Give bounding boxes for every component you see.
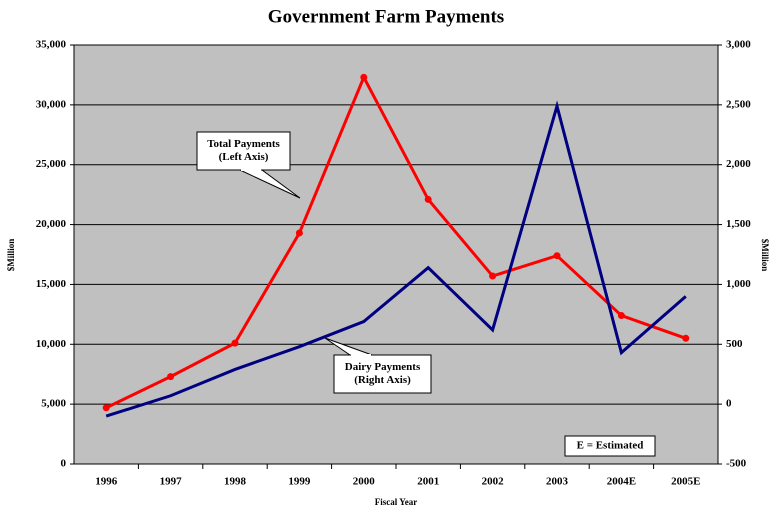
x-tick-label: 2000 xyxy=(353,476,376,488)
point xyxy=(167,373,175,381)
x-tick-label: 1998 xyxy=(224,476,247,488)
point xyxy=(295,229,303,237)
annotation: Total Payments xyxy=(207,138,280,150)
y-tick-label: 10,000 xyxy=(36,338,67,350)
y2-tick-label: 2,000 xyxy=(726,158,751,170)
y-tick-label: 20,000 xyxy=(36,218,67,230)
annotation-box xyxy=(196,131,291,171)
y-axis-label: $Million xyxy=(6,239,16,272)
y2-axis-label: $Million xyxy=(760,239,770,272)
point xyxy=(682,334,690,342)
y2-tick-label: 2,500 xyxy=(726,98,751,110)
y-tick-label: 25,000 xyxy=(36,158,67,170)
y-tick-label: 35,000 xyxy=(36,39,67,51)
y2-tick-label: -500 xyxy=(726,458,747,470)
annotation: Dairy Payments xyxy=(345,361,421,373)
y2-tick-label: 500 xyxy=(726,338,743,350)
x-tick-label: 2003 xyxy=(546,476,569,488)
point xyxy=(489,272,497,280)
y2-tick-label: 3,000 xyxy=(726,39,751,51)
point xyxy=(360,73,368,81)
y-tick-label: 15,000 xyxy=(36,278,67,290)
annotation-box xyxy=(333,354,432,394)
point xyxy=(231,339,239,347)
y-tick-label: 30,000 xyxy=(36,98,67,110)
point xyxy=(553,252,561,260)
y2-tick-label: 1,000 xyxy=(726,278,751,290)
y2-tick-label: 1,500 xyxy=(726,218,751,230)
point xyxy=(424,195,432,203)
y2-tick-label: 0 xyxy=(726,398,732,410)
annotation-box xyxy=(564,435,656,457)
annotation: E = Estimated xyxy=(577,440,644,452)
plot-area xyxy=(73,44,719,465)
chart-title: Government Farm Payments xyxy=(268,6,504,27)
y-tick-label: 5,000 xyxy=(41,398,66,410)
annotation: (Right Axis) xyxy=(354,374,411,386)
x-tick-label: 2005E xyxy=(671,476,700,488)
annotation: (Left Axis) xyxy=(219,151,269,163)
x-tick-label: 2004E xyxy=(607,476,636,488)
x-tick-label: 1996 xyxy=(95,476,118,488)
series-line xyxy=(105,73,687,410)
x-tick-label: 2001 xyxy=(417,476,439,488)
y-tick-label: 0 xyxy=(61,458,67,470)
x-tick-label: 1997 xyxy=(160,476,183,488)
point xyxy=(102,404,110,412)
x-tick-label: 2002 xyxy=(482,476,505,488)
point xyxy=(617,312,625,320)
series-line xyxy=(105,100,687,418)
x-tick-label: 1999 xyxy=(288,476,311,488)
x-axis-label: Fiscal Year xyxy=(375,497,417,507)
